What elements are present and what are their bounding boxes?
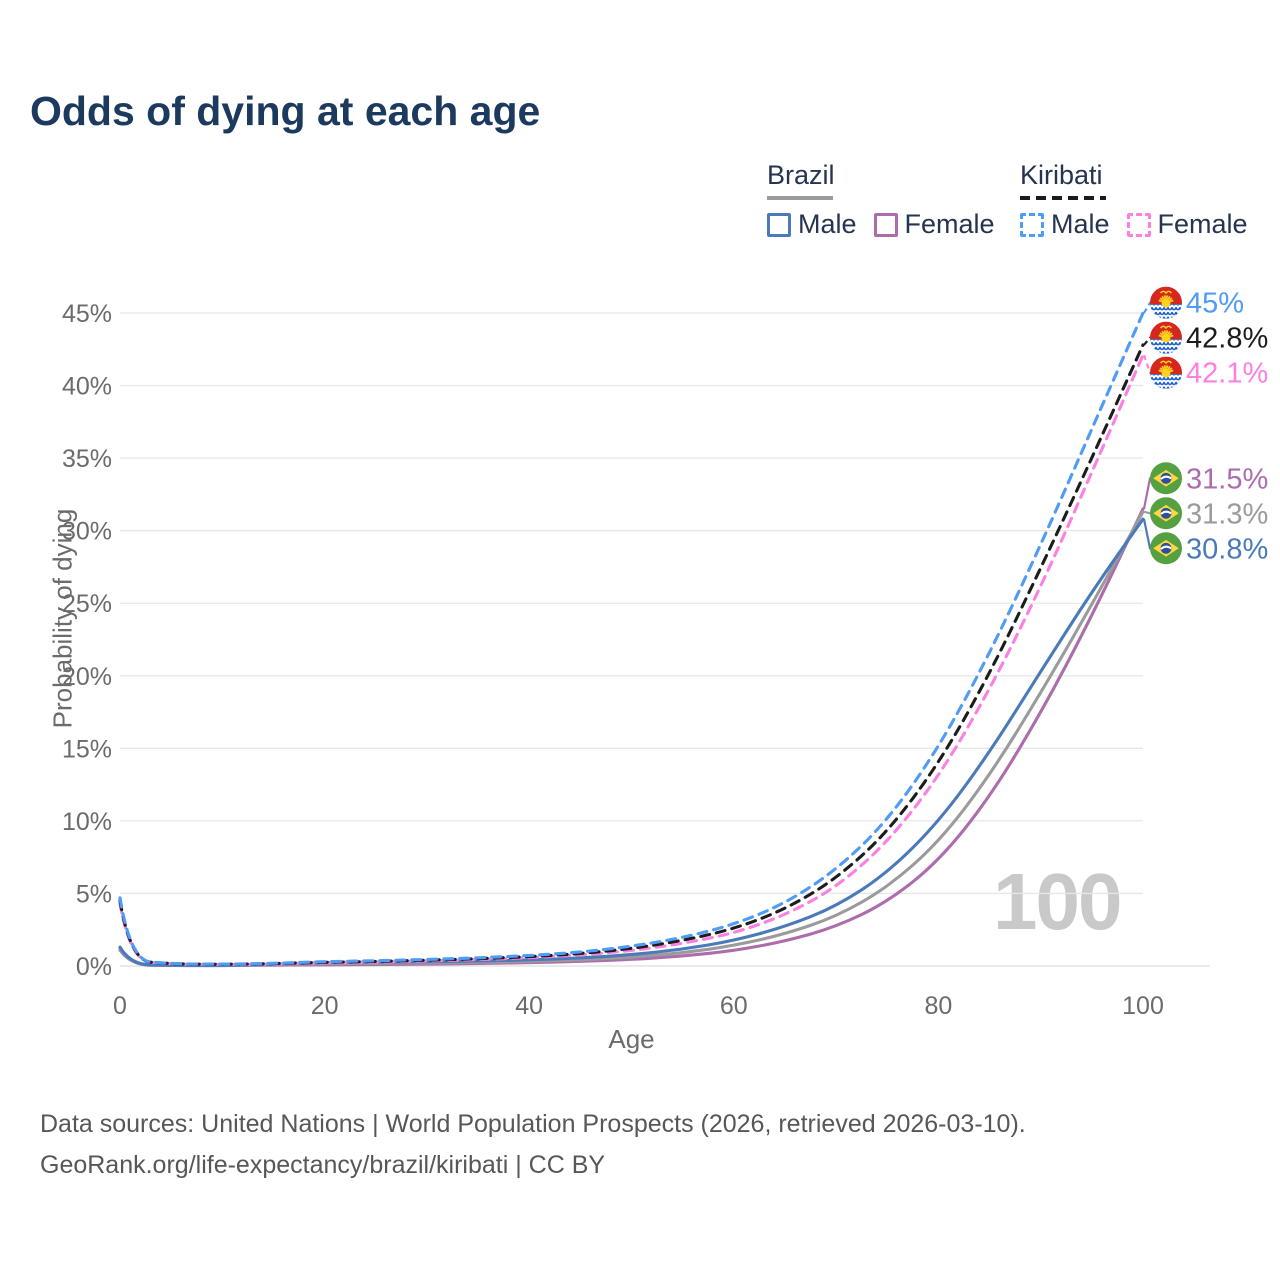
y-tick-label: 25% [62,590,112,618]
y-tick-label: 40% [62,373,112,401]
series-line-brazil-female [118,507,1145,968]
footer-data-sources: Data sources: United Nations | World Pop… [40,1110,1026,1138]
checkbox-brazil-female[interactable] [873,212,898,237]
y-tick-label: 5% [76,880,112,908]
brazil-line-swatch [767,196,833,200]
legend-label-brazil-male[interactable]: Male [798,209,857,239]
kiribati-flag-icon [1150,286,1182,319]
connector-kiribati-male [1143,301,1157,314]
x-tick-label: 100 [1122,992,1164,1020]
end-label-kiribati-male: 45% [1186,288,1244,320]
checkbox-brazil-male[interactable] [767,212,791,237]
brazil-flag-icon [1150,532,1182,565]
y-tick-label: 0% [76,953,112,981]
x-tick-label: 40 [515,992,543,1020]
legend-brazil-toggle[interactable]: Brazil [767,160,835,190]
x-tick-label: 20 [311,992,339,1020]
kiribati-flag-icon [1150,321,1182,354]
legend-group-kiribati: Kiribati Male Female [1020,160,1248,240]
y-tick-label: 45% [62,300,112,328]
footer: Data sources: United Nations | World Pop… [40,1104,1026,1186]
y-tick-label: 20% [62,663,112,691]
series-line-kiribati-female [118,353,1145,966]
page-title: Odds of dying at each age [30,88,541,134]
kiribati-line-swatch [1020,196,1106,200]
x-axis-title: Age [608,1024,655,1054]
y-tick-label: 10% [62,808,112,836]
brazil-flag-icon [1150,497,1182,530]
y-tick-label: 30% [62,518,112,546]
y-tick-label: 35% [62,445,112,473]
checkbox-kiribati-female[interactable] [1126,212,1151,237]
legend-label-kiribati-female[interactable]: Female [1157,209,1248,239]
legend-group-brazil: Brazil Male Female [767,160,995,240]
series-line-brazil-male [118,517,1145,967]
legend-kiribati-toggle[interactable]: Kiribati [1020,160,1103,190]
kiribati-flag-icon [1150,356,1182,389]
y-axis-title: Probability of dying [47,508,78,729]
brazil-flag-icon [1150,462,1182,495]
x-tick-label: 80 [924,992,952,1020]
end-label-brazil: 31.3% [1186,498,1268,530]
checkbox-kiribati-male[interactable] [1020,212,1044,237]
end-label-kiribati-female: 42.1% [1186,358,1268,390]
series-line-kiribati-male [118,311,1145,966]
end-label-brazil-male: 30.8% [1186,533,1268,565]
connector-kiribati-female [1142,354,1157,374]
footer-attribution: GeoRank.org/life-expectancy/brazil/kirib… [40,1151,606,1179]
x-tick-label: 60 [720,992,748,1020]
age-ticker-watermark: 100 [993,857,1122,946]
y-tick-label: 15% [62,735,112,763]
legend-label-brazil-female[interactable]: Female [904,209,995,239]
end-label-brazil-female: 31.5% [1186,463,1268,495]
connector-kiribati [1143,336,1157,346]
x-tick-label: 0 [113,992,127,1020]
series-line-brazil [118,510,1145,968]
end-label-kiribati: 42.8% [1186,323,1268,355]
legend-label-kiribati-male[interactable]: Male [1051,209,1110,239]
